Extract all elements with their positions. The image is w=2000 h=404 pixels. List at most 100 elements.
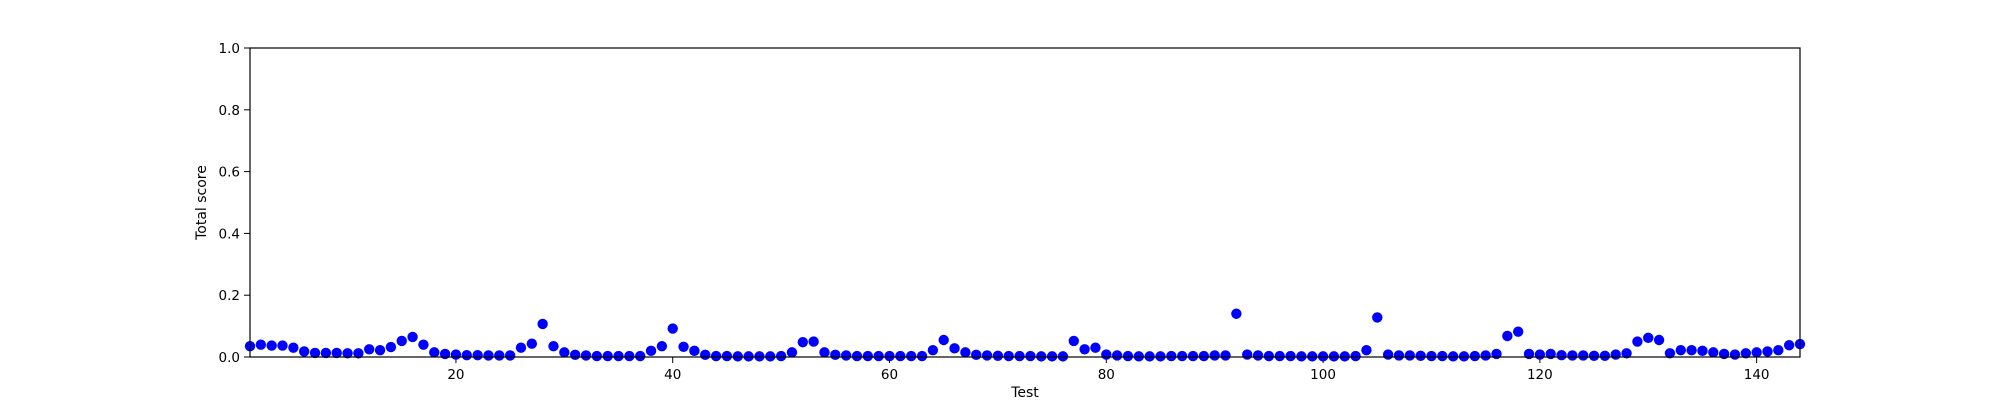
data-point: [624, 350, 635, 362]
data-point: [1025, 350, 1036, 362]
data-point: [255, 339, 267, 350]
data-point: [1469, 350, 1481, 362]
data-point: [1220, 350, 1231, 361]
data-point: [1263, 350, 1275, 362]
data-point: [1317, 351, 1329, 362]
x-axis-label: Test: [1010, 385, 1039, 400]
data-point: [1274, 350, 1285, 362]
data-point: [1382, 349, 1394, 360]
data-point: [754, 351, 765, 362]
data-point: [1751, 347, 1762, 358]
data-point: [1003, 350, 1014, 362]
x-tick-label: 60: [881, 367, 898, 383]
data-point: [461, 349, 472, 361]
data-point: [851, 350, 863, 362]
data-point: [960, 347, 971, 358]
data-point: [700, 349, 711, 361]
data-point: [819, 347, 830, 358]
data-point: [775, 350, 787, 362]
data-point: [1534, 349, 1546, 360]
data-point: [569, 349, 581, 361]
data-point: [678, 341, 689, 353]
data-point: [1773, 345, 1784, 356]
data-point: [559, 347, 570, 358]
data-point: [765, 351, 776, 362]
data-point: [840, 350, 852, 361]
data-point: [1578, 350, 1589, 361]
data-point: [613, 350, 624, 362]
data-point: [353, 348, 364, 359]
data-point: [1122, 350, 1134, 362]
data-point: [342, 348, 353, 359]
data-point: [1187, 350, 1199, 362]
data-point: [1339, 351, 1350, 362]
data-point: [1068, 335, 1079, 347]
data-point: [407, 331, 418, 343]
data-point: [580, 350, 592, 361]
data-point: [1090, 342, 1101, 353]
x-tick-label: 120: [1527, 367, 1553, 383]
data-point: [320, 347, 332, 359]
data-point: [1036, 351, 1047, 362]
x-tick-label: 100: [1310, 367, 1336, 383]
data-point: [591, 350, 603, 362]
data-point: [1372, 312, 1383, 323]
y-tick-label: 0.0: [219, 350, 240, 366]
data-point: [1686, 345, 1697, 356]
data-point: [1393, 350, 1405, 361]
x-tick-label: 40: [664, 367, 681, 383]
data-point: [971, 349, 982, 361]
data-point: [710, 350, 722, 362]
y-tick-label: 0.6: [219, 165, 240, 181]
data-point: [1144, 351, 1155, 362]
data-point: [472, 349, 483, 361]
data-point: [396, 335, 407, 347]
data-point: [1567, 350, 1578, 361]
data-point: [385, 341, 397, 353]
data-point: [938, 334, 949, 346]
data-point: [1155, 351, 1166, 362]
data-point: [1285, 350, 1296, 362]
data-point: [1101, 349, 1112, 360]
data-point: [1176, 350, 1188, 362]
data-point: [1653, 334, 1665, 346]
data-point: [1133, 351, 1145, 362]
data-point: [905, 350, 917, 362]
data-point: [418, 339, 429, 350]
data-point: [1350, 350, 1361, 362]
data-point: [830, 349, 841, 361]
data-point: [429, 347, 440, 358]
data-point: [1166, 350, 1177, 362]
data-point: [288, 342, 299, 353]
data-point: [1198, 350, 1210, 362]
y-tick-label: 0.4: [219, 226, 240, 242]
data-point: [808, 336, 819, 347]
data-point: [667, 323, 678, 334]
data-point: [1404, 350, 1415, 361]
data-point: [309, 347, 321, 359]
data-point: [1252, 350, 1264, 361]
data-point: [1556, 349, 1567, 361]
data-point: [504, 350, 516, 361]
data-point: [656, 340, 668, 352]
data-point: [537, 318, 548, 330]
data-point: [1610, 349, 1621, 360]
data-point: [1697, 345, 1708, 357]
data-point: [515, 342, 527, 353]
data-point: [1447, 351, 1459, 362]
y-tick-label: 1.0: [219, 41, 240, 57]
data-point: [862, 350, 874, 362]
data-point: [1729, 349, 1741, 360]
data-point: [916, 350, 928, 362]
data-point: [884, 350, 895, 362]
data-point: [1046, 351, 1058, 362]
x-tick-label: 140: [1744, 367, 1770, 383]
data-point: [494, 350, 505, 361]
data-point: [1632, 336, 1643, 347]
data-point: [992, 350, 1004, 361]
data-point: [526, 338, 538, 349]
data-point: [732, 351, 743, 362]
data-point: [1079, 344, 1090, 355]
data-point: [1708, 347, 1719, 358]
